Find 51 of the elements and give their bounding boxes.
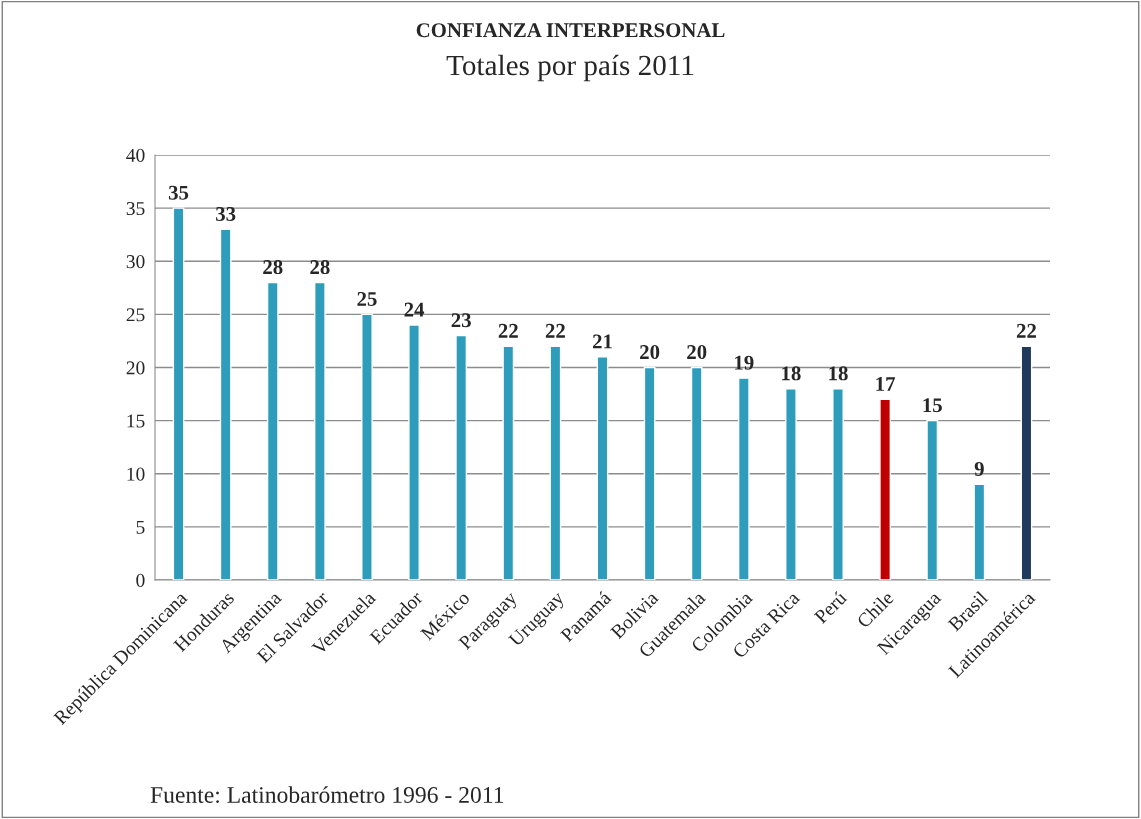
data-label: 22: [498, 323, 518, 338]
bar: [266, 281, 279, 580]
data-label: 9: [974, 461, 984, 476]
bar: [832, 388, 844, 580]
bar: [549, 345, 562, 580]
data-label: 23: [451, 313, 471, 328]
bar: [455, 334, 468, 580]
bar: [361, 313, 373, 580]
data-label: 20: [640, 345, 660, 360]
data-label: 17: [876, 377, 896, 391]
data-label: 28: [263, 260, 283, 275]
y-tick-label: 15: [127, 414, 145, 428]
y-tick-label: 25: [126, 308, 145, 322]
data-label: 18: [782, 366, 801, 381]
bar: [172, 207, 185, 580]
y-tick-label: 30: [126, 255, 145, 269]
bar: [219, 228, 232, 580]
data-label: 19: [735, 355, 754, 370]
x-tick-label: Perú: [813, 589, 848, 625]
bar: [1020, 345, 1033, 580]
y-tick-label: 10: [127, 467, 145, 481]
data-label: 20: [687, 345, 707, 360]
data-label: 25: [357, 291, 377, 306]
data-label: 28: [310, 260, 330, 275]
bar: [926, 419, 939, 580]
chart-subtitle: Totales por país 2011: [446, 54, 694, 82]
data-label: 35: [168, 185, 189, 200]
y-tick-label: 0: [136, 573, 145, 587]
y-tick-label: 20: [126, 361, 145, 375]
bar: [408, 324, 420, 580]
bar: [596, 356, 609, 580]
data-label: 22: [545, 323, 565, 338]
bar: [973, 483, 986, 580]
data-label: 18: [829, 366, 848, 381]
bar: [879, 398, 892, 580]
data-label: 15: [923, 398, 942, 413]
source-note: Fuente: Latinobarómetro 1996 - 2011: [150, 786, 504, 804]
data-label: 22: [1016, 323, 1036, 338]
bar: [785, 388, 797, 580]
y-tick-label: 40: [126, 148, 145, 162]
chart-title: CONFIANZA INTERPERSONAL: [416, 23, 725, 38]
bar: [690, 366, 703, 580]
data-label: 24: [404, 302, 425, 317]
bar: [502, 345, 515, 580]
y-tick-label: 5: [136, 520, 145, 534]
y-tick-label: 35: [126, 202, 145, 216]
bar: [313, 281, 326, 580]
bar: [643, 366, 656, 580]
data-label: 21: [592, 334, 612, 349]
data-label: 33: [216, 206, 236, 221]
bar: [737, 377, 750, 580]
